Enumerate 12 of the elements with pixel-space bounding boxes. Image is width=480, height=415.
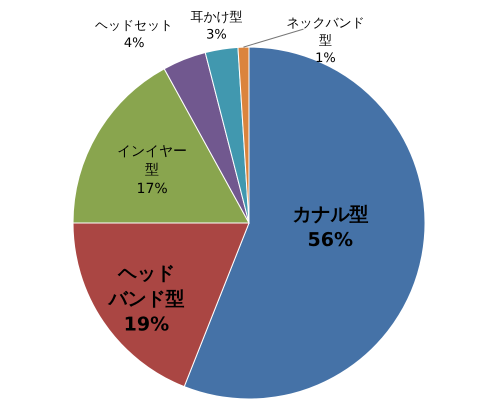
- data-label: 56%: [308, 229, 353, 252]
- data-label: 3%: [206, 28, 227, 43]
- slice-label: ヘッドバンド型: [107, 262, 184, 310]
- data-label: 17%: [136, 181, 168, 198]
- data-label: 4%: [124, 36, 145, 51]
- data-label: 1%: [315, 51, 336, 66]
- slice-label: カナル型: [292, 204, 368, 226]
- data-label: 19%: [124, 314, 170, 336]
- slice-label: インイヤー型: [117, 143, 188, 178]
- slice-label: 耳かけ型: [190, 10, 242, 26]
- slice-label: ヘッドセット: [95, 18, 174, 34]
- slice-label: ネックバンド型: [286, 16, 364, 49]
